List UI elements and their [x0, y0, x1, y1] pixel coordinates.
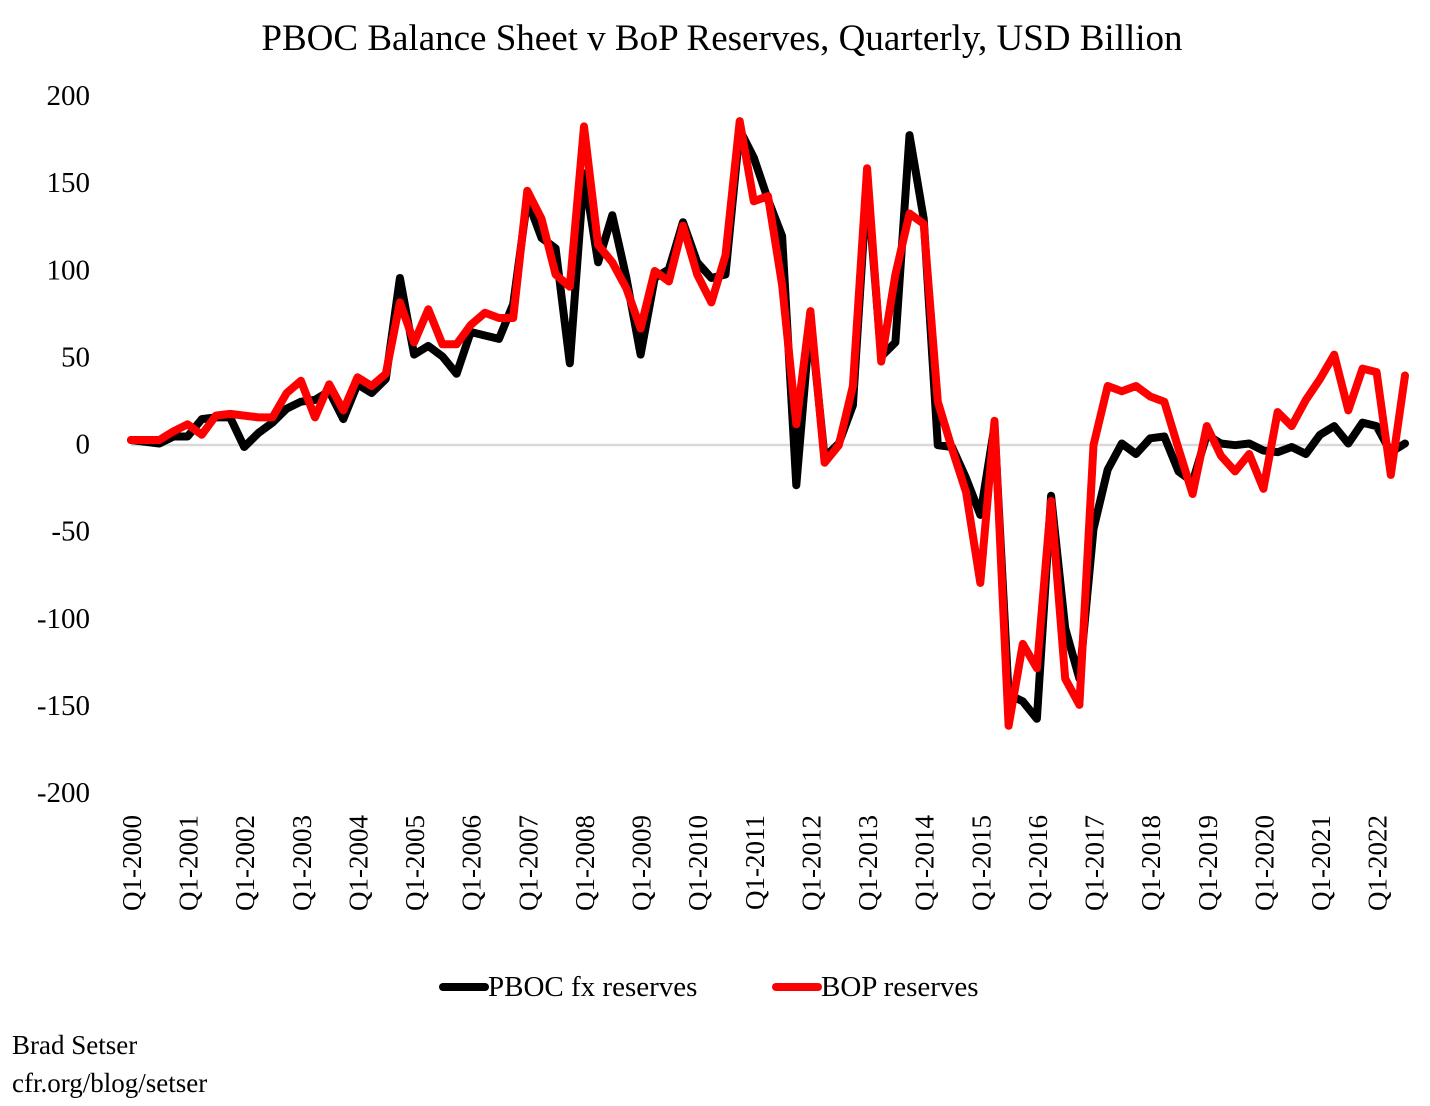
- legend: PBOC fx reserves BOP reserves: [439, 971, 979, 1003]
- x-tick-label: Q1-2009: [627, 815, 657, 911]
- source-link: cfr.org/blog/setser: [12, 1068, 208, 1098]
- chart-title: PBOC Balance Sheet v BoP Reserves, Quart…: [261, 18, 1182, 59]
- y-tick-label: 150: [47, 167, 91, 199]
- x-tick-label: Q1-2007: [513, 815, 543, 911]
- y-tick-label: 100: [47, 254, 91, 286]
- legend-label: BOP reserves: [821, 971, 979, 1003]
- y-tick-label: -150: [37, 690, 90, 722]
- x-tick-label: Q1-2015: [966, 815, 996, 911]
- legend-item: PBOC fx reserves: [439, 971, 697, 1003]
- x-tick-label: Q1-2016: [1023, 815, 1053, 911]
- y-axis: 200 150 100 50 0 -50 -100 -150 -200: [37, 80, 90, 809]
- y-tick-label: 50: [61, 341, 90, 373]
- x-tick-label: Q1-2004: [343, 815, 373, 911]
- y-tick-label: -100: [37, 603, 90, 635]
- author-credit: Brad Setser: [12, 1030, 138, 1060]
- x-tick-label: Q1-2019: [1193, 815, 1223, 911]
- x-tick-label: Q1-2021: [1306, 815, 1336, 911]
- x-tick-label: Q1-2010: [683, 815, 713, 911]
- series-line-bop-reserves: [127, 117, 1409, 730]
- y-tick-label: 0: [76, 429, 91, 461]
- x-tick-label: Q1-2005: [400, 815, 430, 911]
- x-tick-label: Q1-2018: [1136, 815, 1166, 911]
- x-tick-label: Q1-2012: [796, 815, 826, 911]
- x-tick-label: Q1-2013: [853, 815, 883, 911]
- x-axis: Q1-2000 Q1-2001 Q1-2002 Q1-2003 Q1-2004 Q1-20…: [117, 815, 1393, 911]
- x-tick-label: Q1-2020: [1249, 815, 1279, 911]
- y-tick-label: -200: [37, 777, 90, 809]
- y-tick-label: 200: [47, 80, 91, 112]
- x-tick-label: Q1-2003: [287, 815, 317, 911]
- x-tick-label: Q1-2022: [1363, 815, 1393, 911]
- x-tick-label: Q1-2017: [1080, 815, 1110, 911]
- x-tick-label: Q1-2014: [910, 815, 940, 911]
- x-tick-label: Q1-2006: [457, 815, 487, 911]
- plot-area: [127, 117, 1409, 730]
- x-tick-label: Q1-2002: [230, 815, 260, 911]
- x-tick-label: Q1-2011: [740, 815, 770, 910]
- legend-item: BOP reserves: [772, 971, 979, 1003]
- x-tick-label: Q1-2008: [570, 815, 600, 911]
- x-tick-label: Q1-2000: [117, 815, 147, 911]
- x-tick-label: Q1-2001: [174, 815, 204, 911]
- legend-label: PBOC fx reserves: [488, 971, 697, 1003]
- y-tick-label: -50: [51, 516, 90, 548]
